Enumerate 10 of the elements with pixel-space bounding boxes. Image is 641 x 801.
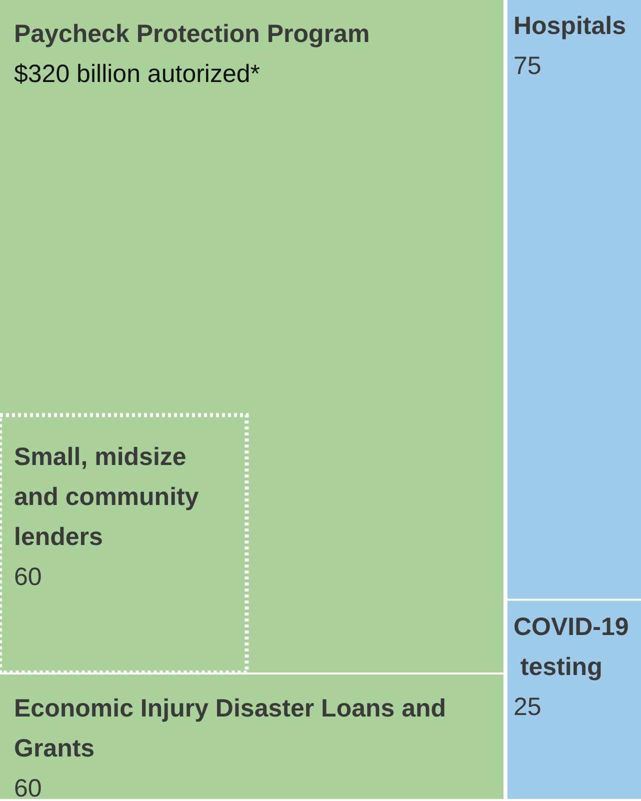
category-label: Hospitals — [513, 12, 626, 40]
category-label: Economic Injury Disaster Loans and Grants — [14, 694, 454, 763]
data-label: 60 — [14, 563, 42, 592]
category-label: COVID-19 testing — [513, 612, 629, 681]
category-label: Small, midsize and community lenders — [14, 443, 206, 552]
data-label: $320 billion autorized* — [14, 60, 260, 88]
data-label: 75 — [513, 52, 542, 80]
data-label: 60 — [14, 774, 42, 801]
category-label: Paycheck Protection Program — [14, 20, 370, 48]
data-label: 25 — [513, 692, 542, 721]
